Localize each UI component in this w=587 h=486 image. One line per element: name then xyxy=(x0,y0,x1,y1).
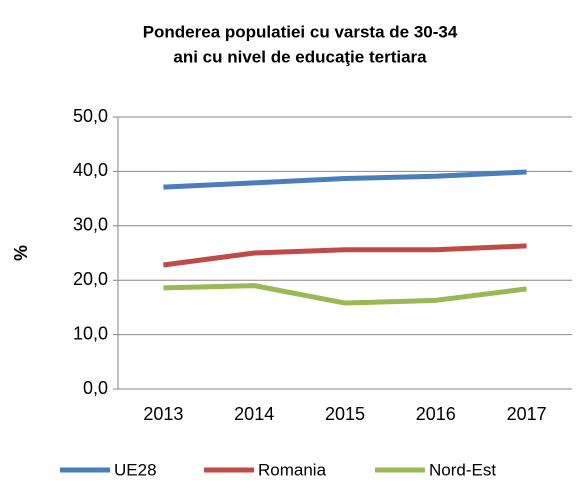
x-tick-label: 2017 xyxy=(507,404,547,424)
series-line xyxy=(163,283,527,306)
chart-title: Ponderea populatiei cu varsta de 30-34 xyxy=(143,22,458,41)
y-tick-label: 0,0 xyxy=(83,378,108,398)
y-tick-label: 10,0 xyxy=(73,323,108,343)
x-tick-label: 2015 xyxy=(325,404,365,424)
x-tick-label: 2014 xyxy=(234,404,274,424)
y-tick-label: 30,0 xyxy=(73,215,108,235)
series-line xyxy=(163,169,527,190)
y-tick-label: 20,0 xyxy=(73,269,108,289)
x-tick-label: 2016 xyxy=(416,404,456,424)
y-tick-label: 40,0 xyxy=(73,160,108,180)
series-line xyxy=(163,243,527,268)
x-tick-label: 2013 xyxy=(143,404,183,424)
legend-label: Nord-Est xyxy=(429,460,496,479)
legend-label: UE28 xyxy=(114,460,157,479)
y-tick-label: 50,0 xyxy=(73,106,108,126)
legend-label: Romania xyxy=(258,460,327,479)
chart-title: ani cu nivel de educaţie tertiara xyxy=(173,47,427,66)
y-axis-label: % xyxy=(11,245,31,261)
